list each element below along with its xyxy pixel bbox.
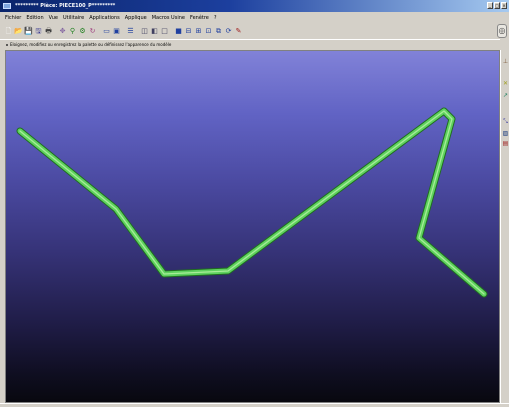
menu-applications[interactable]: Applications xyxy=(89,15,120,21)
view-top-icon[interactable]: ◧ xyxy=(151,26,158,35)
frame-icon[interactable]: ▣ xyxy=(113,26,120,35)
datum-icon[interactable]: ⊥ xyxy=(502,58,509,65)
compass-icon[interactable]: ◎ xyxy=(497,24,507,38)
zoom-icon[interactable]: ⚲ xyxy=(69,26,76,35)
tube-outline[interactable] xyxy=(16,107,488,298)
close-button[interactable]: × xyxy=(501,2,507,9)
message-line: Eloignez, modifiez ou enregistrez la pal… xyxy=(0,39,500,49)
point-icon[interactable]: ✕ xyxy=(502,80,509,87)
bent-tube-model[interactable] xyxy=(16,107,488,298)
hidden-lines-icon[interactable]: ⊟ xyxy=(185,26,192,35)
menu-utilitaire[interactable]: Utilitaire xyxy=(62,15,85,21)
menu-fichier[interactable]: Fichier xyxy=(5,15,22,21)
graphics-viewport[interactable] xyxy=(5,50,500,403)
open-folder-icon[interactable]: 📂 xyxy=(14,26,23,35)
title-bar[interactable]: ********* Pièce: PIECE100_P********* _ □… xyxy=(0,0,509,12)
status-bar xyxy=(0,403,509,407)
measure-icon[interactable]: ⚙ xyxy=(79,26,86,35)
window-icon[interactable]: ▭ xyxy=(103,26,110,35)
window-title: ********* Pièce: PIECE100_P********* xyxy=(15,3,116,9)
sketch-icon[interactable]: ▨ xyxy=(502,130,509,137)
refit-icon[interactable]: ⟳ xyxy=(225,26,232,35)
new-file-icon[interactable]: 🗋 xyxy=(5,26,12,35)
bullet-icon xyxy=(6,44,8,46)
orient-icon[interactable]: ⊡ xyxy=(205,26,212,35)
menu-vue[interactable]: Vue xyxy=(48,15,58,21)
layer-icon[interactable]: ▤ xyxy=(502,140,509,147)
hint-text: Eloignez, modifiez ou enregistrez la pal… xyxy=(10,42,172,47)
view-manager-icon[interactable]: ⧉ xyxy=(216,26,221,35)
menu-edition[interactable]: Edition xyxy=(26,15,44,21)
menu-macros-usine[interactable]: Macros Usine xyxy=(151,15,185,21)
pan-icon[interactable]: ✥ xyxy=(59,26,66,35)
model-canvas[interactable] xyxy=(6,51,500,403)
menu-fenetre[interactable]: Fenêtre xyxy=(189,15,209,21)
minimize-button[interactable]: _ xyxy=(487,2,493,9)
save-all-icon[interactable]: 🖫 xyxy=(35,26,42,35)
list-icon[interactable]: ☰ xyxy=(127,26,134,35)
menu-applique[interactable]: Applique xyxy=(124,15,147,21)
view-side-icon[interactable]: □ xyxy=(161,26,168,35)
menu-bar: Fichier Edition Vue Utilitaire Applicati… xyxy=(0,13,509,23)
main-toolbar: 🗋 📂 💾 🖫 🖶 ✥ ⚲ ⚙ ↻ ▭ ▣ ☰ ◫ ◧ □ ■ ⊟ ⊞ ⊡ ⧉ ⟳ ✎ xyxy=(0,24,509,38)
maximize-button[interactable]: □ xyxy=(494,2,500,9)
shaded-view-icon[interactable]: ■ xyxy=(175,26,182,35)
rotate-icon[interactable]: ↻ xyxy=(89,26,96,35)
menu-help[interactable]: ? xyxy=(213,15,217,21)
view-front-icon[interactable]: ◫ xyxy=(141,26,148,35)
save-icon[interactable]: 💾 xyxy=(24,26,33,35)
tube-highlight[interactable] xyxy=(19,110,485,295)
wireframe-icon[interactable]: ⊞ xyxy=(195,26,202,35)
axis-icon[interactable]: ↗ xyxy=(502,92,509,99)
window-controls: _ □ × xyxy=(487,2,507,9)
csys-icon[interactable]: ⤡ xyxy=(503,118,508,125)
print-icon[interactable]: 🖶 xyxy=(45,26,52,35)
app-icon xyxy=(3,3,11,9)
tube-body[interactable] xyxy=(17,108,487,297)
feature-toolbar: ⊥ ✕ ↗ ⤡ ▨ ▤ xyxy=(500,50,509,403)
highlight-icon[interactable]: ✎ xyxy=(235,26,242,35)
